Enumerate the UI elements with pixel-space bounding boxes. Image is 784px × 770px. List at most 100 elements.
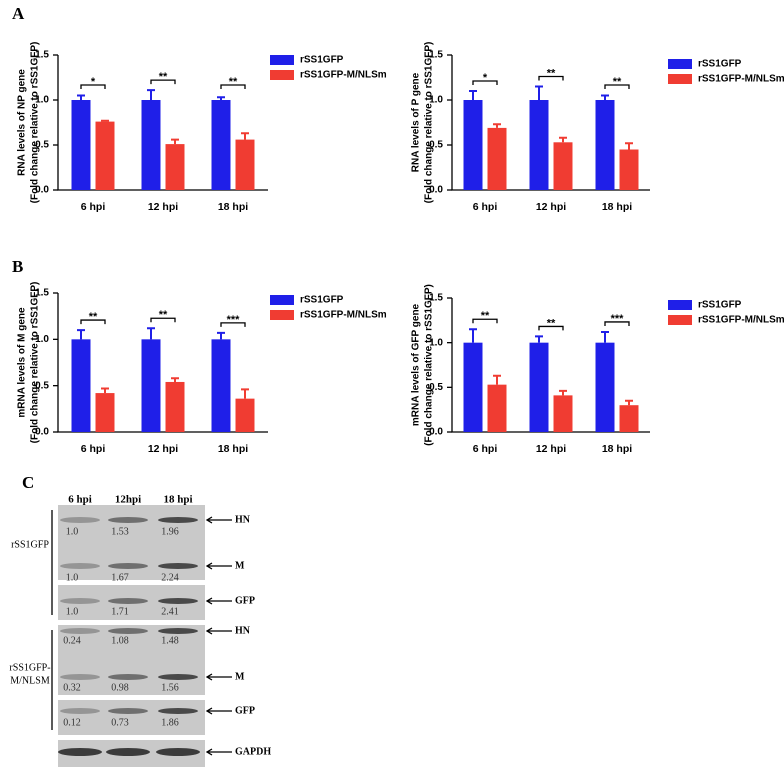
error-bar [77,94,85,100]
bar [95,121,115,190]
group-label: rSS1GFP- [9,662,50,673]
y-tick-label: 1.0 [35,95,49,106]
band-intensity: 1.0 [66,606,79,617]
error-bar [559,389,567,396]
bar [71,100,91,190]
error-bar [101,387,109,394]
blot-band [60,563,100,569]
bar [95,393,115,432]
bar [487,127,507,190]
band-label: GFP [235,595,255,606]
error-bar [601,94,609,100]
error-bar [171,377,179,382]
significance-bracket [538,75,564,81]
error-bar [101,119,109,122]
bar-chart: 0.0 0.5 1.0 1.5 RNA levels of NP gene (Fold c… [17,42,387,213]
bar [595,342,615,432]
x-tick-label: 12 hpi [536,443,566,455]
blot-band [108,628,148,634]
band-intensity: 0.98 [111,682,129,693]
blot-membrane [58,700,205,735]
band-label: M [235,671,245,682]
bar-chart: 0.0 0.5 1.0 1.5 mRNA levels of M gene (Fold c… [17,282,387,455]
band-label: GFP [235,705,255,716]
y-axis-label: (Fold change relative to rSS1GFP) [30,282,41,444]
bar [211,339,231,432]
error-bar [601,330,609,343]
x-tick-label: 6 hpi [81,443,106,455]
y-tick-label: 0.5 [35,380,49,391]
error-bar [171,138,179,145]
blot-band [108,517,148,523]
bar [619,405,639,432]
bar [463,100,483,190]
error-bar [77,329,85,340]
legend-label: rSS1GFP-M/NLSm [698,315,784,326]
group-label: M/NLSM [10,675,50,686]
blot-band [106,748,150,756]
x-tick-label: 18 hpi [218,201,248,213]
x-tick-label: 6 hpi [473,443,498,455]
blot-band [158,628,198,634]
band-intensity: 1.48 [161,635,179,646]
y-axis-label: mRNA levels of M gene [17,307,28,418]
band-intensity: 1.67 [111,572,129,583]
significance-label: ** [547,317,556,329]
bar [211,100,231,190]
band-intensity: 0.32 [63,682,81,693]
significance-bracket [80,84,106,89]
lane-header: 12hpi [115,494,141,506]
y-axis-label: (Fold change relative to rSS1GFP) [30,42,41,204]
significance-label: *** [611,313,625,325]
group-label: rSS1GFP [11,539,49,550]
y-axis-label: RNA levels of P gene [411,72,422,172]
blot-band [158,517,198,523]
blot-band [60,708,100,714]
y-tick-label: 0.5 [429,382,443,393]
arrow [205,597,232,605]
bar [619,149,639,190]
y-tick-label: 1.0 [429,337,443,348]
significance-bracket [220,322,246,327]
legend-label: rSS1GFP-M/NLSm [698,74,784,85]
band-label: M [235,560,245,571]
bar [463,342,483,432]
x-tick-label: 12 hpi [148,443,178,455]
error-bar [147,327,155,340]
error-bar [217,331,225,340]
band-label: HN [235,625,251,636]
significance-bracket [604,321,630,326]
bar [141,339,161,432]
bar-chart: 0.0 0.5 1.0 1.5 mRNA levels of GFP gene (Fold… [411,284,784,455]
band-intensity: 0.73 [111,717,129,728]
blot-band [108,563,148,569]
y-tick-label: 0.0 [429,185,443,196]
error-bar [559,136,567,143]
bar [165,381,185,432]
arrow [205,673,232,681]
legend-label: rSS1GFP-M/NLSm [300,70,387,81]
y-tick-label: 0.0 [429,427,443,438]
y-axis-label: (Fold change relative to rSS1GFP) [424,284,435,446]
y-tick-label: 1.5 [35,288,49,299]
significance-label: ** [159,71,168,83]
y-axis-label: (Fold change relative to rSS1GFP) [424,42,435,204]
band-intensity: 2.24 [161,572,179,583]
band-intensity: 2.41 [161,606,179,617]
lane-header: 18 hpi [163,494,192,506]
x-tick-label: 6 hpi [473,201,498,213]
blot-membrane [58,625,205,695]
bar [553,395,573,432]
band-label: HN [235,514,251,525]
x-tick-label: 18 hpi [602,201,632,213]
y-tick-label: 1.5 [429,293,443,304]
significance-label: ** [547,67,556,79]
band-intensity: 1.71 [111,606,129,617]
arrow [205,707,232,715]
bar-chart: 0.0 0.5 1.0 1.5 RNA levels of P gene (Fold ch… [411,42,784,213]
blot-band [58,748,102,756]
lane-header: 6 hpi [68,494,92,506]
bar [553,142,573,190]
error-bar [241,388,249,399]
